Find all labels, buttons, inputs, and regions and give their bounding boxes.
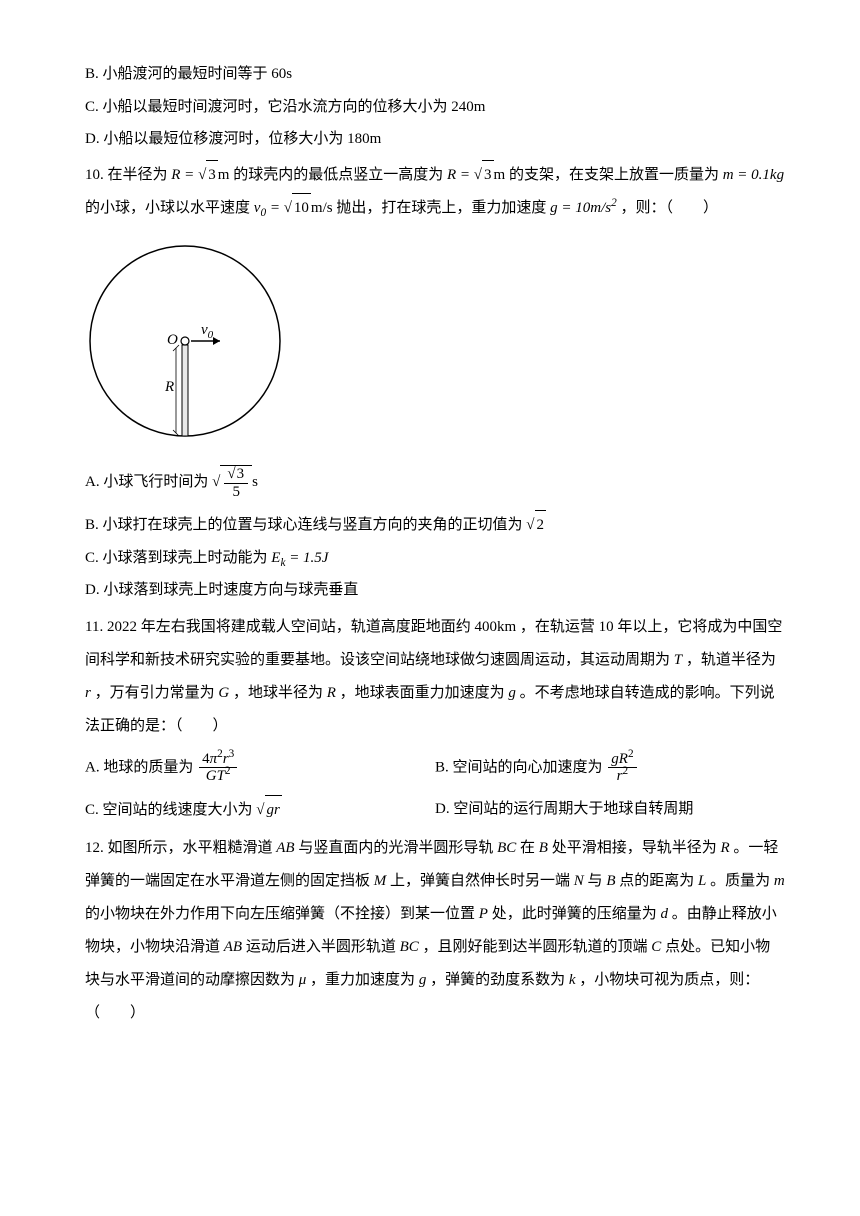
- q10-stem-line1: 10. 在半径为 R = 3m 的球壳内的最低点竖立一高度为 R = 3m 的支…: [85, 160, 785, 190]
- q9-option-b: B. 小船渡河的最短时间等于 60s: [85, 60, 785, 89]
- q11-option-c: C. 空间站的线速度大小为 gr: [85, 795, 435, 825]
- q11-options-row1: A. 地球的质量为 4π2r3GT2 B. 空间站的向心加速度为 gR2r2: [85, 751, 785, 785]
- q12-stem: 12. 如图所示，水平粗糙滑道 AB 与竖直面内的光滑半圆形导轨 BC 在 B …: [85, 832, 785, 1030]
- q11-options-row2: C. 空间站的线速度大小为 gr D. 空间站的运行周期大于地球自转周期: [85, 795, 785, 825]
- q11-option-d: D. 空间站的运行周期大于地球自转周期: [435, 795, 785, 825]
- q11-option-a: A. 地球的质量为 4π2r3GT2: [85, 751, 435, 785]
- q10-option-b: B. 小球打在球壳上的位置与球心连线与竖直方向的夹角的正切值为 2: [85, 510, 785, 540]
- q11-stem: 11. 2022 年左右我国将建成载人空间站，轨道高度距地面约 400km ，在…: [85, 611, 785, 743]
- q10-option-c: C. 小球落到球壳上时动能为 Ek = 1.5J: [85, 544, 785, 573]
- diagram-label-v0: v0: [201, 322, 214, 341]
- q10-option-d: D. 小球落到球壳上时速度方向与球壳垂直: [85, 576, 785, 605]
- q9-option-c: C. 小船以最短时间渡河时，它沿水流方向的位移大小为 240m: [85, 93, 785, 122]
- q9-option-d: D. 小船以最短位移渡河时，位移大小为 180m: [85, 125, 785, 154]
- diagram-label-O: O: [167, 332, 178, 348]
- q10-option-a: A. 小球飞行时间为 √35s: [85, 465, 785, 500]
- q10-stem-line2: 的小球，小球以水平速度 v0 = 10m/s 抛出，打在球壳上，重力加速度 g …: [85, 193, 785, 223]
- diagram-label-R: R: [164, 379, 174, 395]
- q11-option-b: B. 空间站的向心加速度为 gR2r2: [435, 751, 785, 785]
- q10-diagram: O v0 R: [85, 241, 785, 452]
